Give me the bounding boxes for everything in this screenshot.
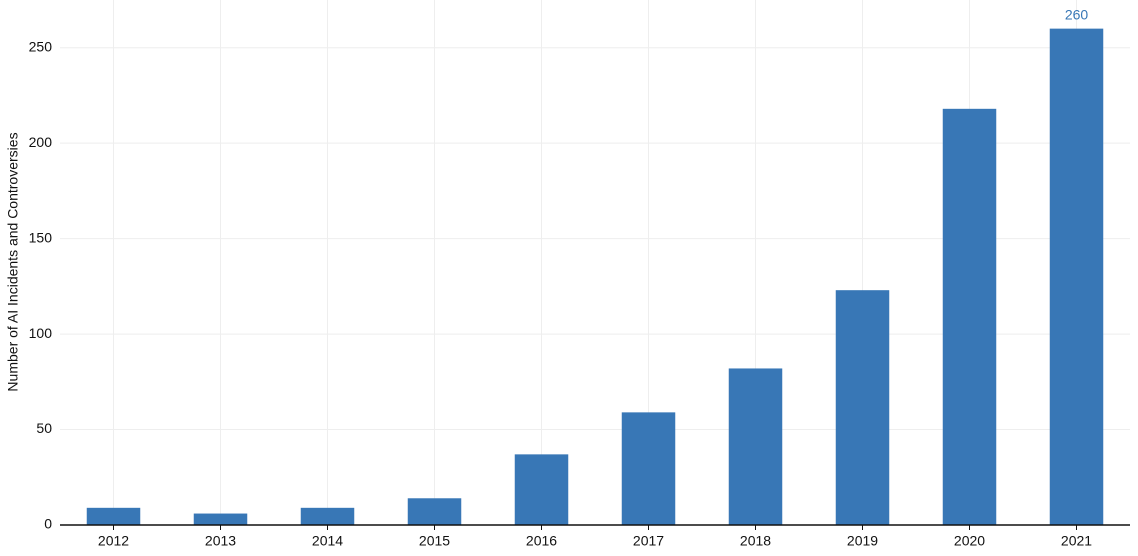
y-axis-label: Number of AI Incidents and Controversies [5, 132, 21, 391]
bar [1049, 28, 1104, 526]
x-tick-label: 2014 [312, 533, 343, 549]
bar [300, 507, 355, 525]
bar [728, 368, 783, 525]
y-tick-label: 200 [29, 134, 53, 150]
y-tick-label: 250 [29, 38, 53, 54]
x-tick-label: 2015 [419, 533, 450, 549]
y-tick-label: 100 [29, 325, 53, 341]
bar [407, 498, 462, 525]
y-tick-label: 0 [44, 516, 52, 532]
x-tick-label: 2018 [740, 533, 771, 549]
bar [514, 454, 569, 525]
bar [621, 412, 676, 525]
bar [86, 507, 141, 525]
bar [193, 513, 248, 525]
y-tick-label: 150 [29, 229, 53, 245]
value-label: 260 [1065, 6, 1089, 22]
x-tick-label: 2013 [205, 533, 236, 549]
y-tick-label: 50 [36, 420, 52, 436]
x-tick-label: 2021 [1061, 533, 1092, 549]
x-tick-label: 2012 [98, 533, 129, 549]
x-tick-label: 2020 [954, 533, 985, 549]
x-tick-label: 2019 [847, 533, 878, 549]
bar [835, 290, 890, 525]
x-tick-label: 2017 [633, 533, 664, 549]
x-tick-label: 2016 [526, 533, 557, 549]
bar [942, 108, 997, 526]
